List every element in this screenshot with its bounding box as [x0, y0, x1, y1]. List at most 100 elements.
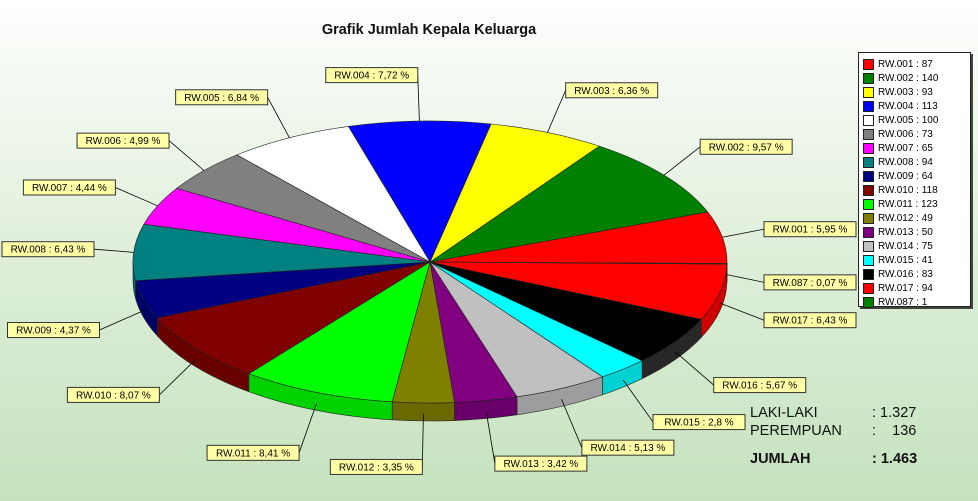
leader-line — [168, 140, 205, 171]
pie-chart: RW.001 : 5,95 % RW.002 : 9,57 % RW.003 : 6… — [1, 67, 857, 475]
slice-label-text: RW.008 : 6,43 % — [11, 245, 86, 256]
legend-swatch — [863, 254, 874, 266]
legend-label: RW.012 : 49 — [878, 212, 933, 224]
legend: RW.001 : 87 RW.002 : 140 RW.003 : 93 RW.004… — [858, 52, 971, 309]
male-value: : 1.327 — [872, 405, 917, 421]
leader-line — [159, 359, 196, 396]
legend-swatch — [863, 156, 874, 168]
leader-line — [93, 248, 134, 253]
legend-item-rw-011: RW.011 : 123 — [863, 197, 970, 211]
legend-label: RW.017 : 94 — [878, 282, 933, 294]
pie-slice-rw-002 — [429, 145, 709, 263]
legend-item-rw-012: RW.012 : 49 — [863, 211, 970, 225]
legend-swatch — [863, 170, 874, 182]
legend-swatch — [863, 226, 874, 238]
legend-item-rw-002: RW.002 : 140 — [863, 71, 970, 85]
pie-slice-rw-004 — [347, 120, 492, 263]
legend-swatch — [863, 240, 874, 252]
legend-label: RW.015 : 41 — [878, 254, 933, 266]
slice-label-rw-002: RW.002 : 9,57 % — [699, 138, 793, 155]
legend-swatch — [863, 142, 874, 154]
leader-line — [421, 413, 424, 467]
legend-label: RW.003 : 93 — [878, 86, 933, 98]
slice-label-text: RW.015 : 2,8 % — [664, 418, 733, 429]
legend-item-rw-008: RW.008 : 94 — [863, 155, 970, 169]
legend-label: RW.005 : 100 — [878, 114, 939, 126]
slice-label-text: RW.013 : 3,42 % — [503, 459, 578, 470]
leader-line — [561, 399, 583, 448]
pie-slice-rw-010 — [156, 261, 431, 375]
legend-swatch — [863, 86, 874, 98]
legend-item-rw-001: RW.001 : 87 — [863, 57, 970, 71]
legend-swatch — [863, 296, 874, 308]
leader-line — [726, 274, 765, 283]
slice-label-rw-017: RW.017 : 6,43 % — [763, 312, 857, 329]
slice-label-text: RW.003 : 6,36 % — [574, 86, 649, 97]
slice-label-text: RW.012 : 3,35 % — [339, 462, 414, 473]
slice-label-text: RW.017 : 6,43 % — [773, 316, 848, 327]
legend-label: RW.087 : 1 — [878, 296, 928, 308]
legend-label: RW.014 : 75 — [878, 240, 933, 252]
legend-swatch — [863, 100, 874, 112]
leader-line — [547, 90, 567, 133]
legend-item-rw-005: RW.005 : 100 — [863, 113, 970, 127]
legend-item-rw-087: RW.087 : 1 — [863, 295, 970, 309]
slice-label-text: RW.002 : 9,57 % — [709, 142, 784, 153]
slice-label-rw-005: RW.005 : 6,84 % — [175, 89, 269, 106]
legend-label: RW.011 : 123 — [878, 198, 938, 210]
slice-label-rw-003: RW.003 : 6,36 % — [565, 82, 659, 99]
female-value: : 136 — [872, 423, 917, 439]
slice-label-text: RW.007 : 4,44 % — [32, 183, 107, 194]
legend-label: RW.016 : 83 — [878, 268, 933, 280]
legend-swatch — [863, 114, 874, 126]
leader-line — [722, 228, 765, 238]
slice-label-rw-016: RW.016 : 5,67 % — [713, 377, 807, 394]
legend-item-rw-017: RW.017 : 94 — [863, 281, 970, 295]
summary-female-row: PEREMPUAN : 136 — [750, 423, 950, 441]
slice-label-rw-012: RW.012 : 3,35 % — [329, 458, 423, 475]
legend-item-rw-004: RW.004 : 113 — [863, 99, 970, 113]
legend-label: RW.007 : 65 — [878, 142, 933, 154]
slice-label-text: RW.001 : 5,95 % — [773, 225, 848, 236]
slice-label-text: RW.005 : 6,84 % — [184, 93, 259, 104]
pie-slice-rw-087 — [429, 261, 728, 265]
legend-item-rw-014: RW.014 : 75 — [863, 239, 970, 253]
legend-label: RW.010 : 118 — [878, 184, 938, 196]
legend-item-rw-010: RW.010 : 118 — [863, 183, 970, 197]
slice-label-text: RW.010 : 8,07 % — [76, 390, 151, 401]
pie-slice-rw-017 — [429, 261, 728, 320]
slice-label-text: RW.016 : 5,67 % — [722, 381, 797, 392]
legend-swatch — [863, 184, 874, 196]
legend-item-rw-015: RW.015 : 41 — [863, 253, 970, 267]
slice-label-rw-009: RW.009 : 4,37 % — [7, 322, 101, 339]
slice-label-rw-006: RW.006 : 4,99 % — [76, 132, 170, 149]
slice-label-rw-013: RW.013 : 3,42 % — [494, 455, 588, 472]
legend-item-rw-007: RW.007 : 65 — [863, 141, 970, 155]
legend-item-rw-009: RW.009 : 64 — [863, 169, 970, 183]
slice-label-rw-014: RW.014 : 5,13 % — [581, 439, 675, 456]
legend-swatch — [863, 198, 874, 210]
female-label: PEREMPUAN — [750, 423, 842, 439]
slice-label-rw-007: RW.007 : 4,44 % — [22, 179, 116, 196]
pie-slice-rw-003 — [429, 123, 600, 263]
slice-label-text: RW.009 : 4,37 % — [16, 326, 91, 337]
slice-label-text: RW.011 : 8,41 % — [216, 448, 290, 459]
summary-total-row: JUMLAH : 1.463 — [750, 451, 950, 469]
leader-line — [267, 97, 290, 138]
leader-line — [622, 379, 654, 423]
legend-swatch — [863, 58, 874, 70]
slice-label-text: RW.006 : 4,99 % — [86, 136, 161, 147]
legend-swatch — [863, 72, 874, 84]
leader-line — [485, 411, 496, 464]
legend-label: RW.001 : 87 — [878, 58, 933, 70]
legend-swatch — [863, 268, 874, 280]
summary: LAKI-LAKI : 1.327 PEREMPUAN : 136 JUMLAH… — [750, 405, 950, 469]
legend-label: RW.013 : 50 — [878, 226, 933, 238]
pie-slice-rw-005 — [236, 126, 431, 263]
pie-top — [132, 120, 728, 404]
slice-label-rw-010: RW.010 : 8,07 % — [66, 386, 160, 403]
legend-label: RW.004 : 113 — [878, 100, 938, 112]
legend-swatch — [863, 128, 874, 140]
legend-item-rw-016: RW.016 : 83 — [863, 267, 970, 281]
pie-slice-rw-011 — [248, 261, 431, 403]
